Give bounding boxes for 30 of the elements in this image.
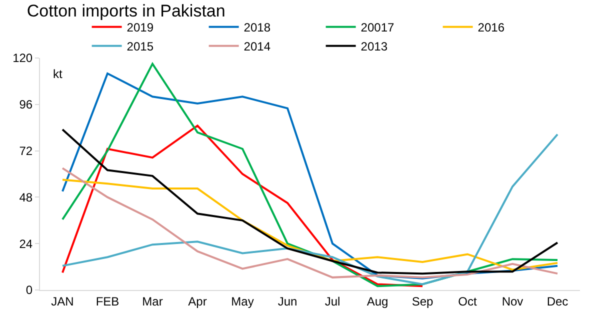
x-tick-label: Oct — [458, 294, 478, 308]
x-tick-label: Nov — [502, 294, 524, 308]
x-tick-label: Dec — [546, 294, 568, 308]
y-tick-label: 72 — [19, 144, 33, 158]
line-series — [62, 124, 424, 288]
legend-label: 2014 — [244, 40, 271, 54]
line-series — [62, 178, 558, 271]
chart-title: Cotton imports in Pakistan — [26, 2, 226, 21]
y-tick-label: 120 — [12, 51, 33, 66]
legend-label: 2019 — [126, 20, 154, 34]
legend-label: 20017 — [360, 20, 394, 34]
x-tick-label: Sep — [412, 294, 434, 308]
y-tick-label: 48 — [19, 190, 33, 204]
legend-label: 2013 — [360, 40, 388, 54]
x-tick-label: Apr — [188, 294, 207, 308]
line-series — [62, 167, 558, 278]
y-tick-label: 96 — [19, 98, 33, 112]
x-tick-label: May — [231, 294, 254, 308]
x-tick-label: Jun — [278, 294, 298, 308]
legend-label: 2016 — [478, 20, 505, 34]
x-tick-label: FEB — [96, 294, 120, 308]
x-tick-label: Mar — [142, 294, 163, 308]
y-tick-label: 0 — [26, 283, 33, 298]
y-tick-label: 24 — [19, 236, 33, 251]
x-tick-label: Aug — [366, 294, 388, 308]
x-tick-label: Jul — [324, 294, 340, 308]
annotation: kt — [53, 67, 63, 81]
legend-label: 2015 — [126, 40, 154, 54]
x-tick-label: JAN — [51, 294, 74, 308]
legend-label: 2018 — [244, 20, 271, 34]
